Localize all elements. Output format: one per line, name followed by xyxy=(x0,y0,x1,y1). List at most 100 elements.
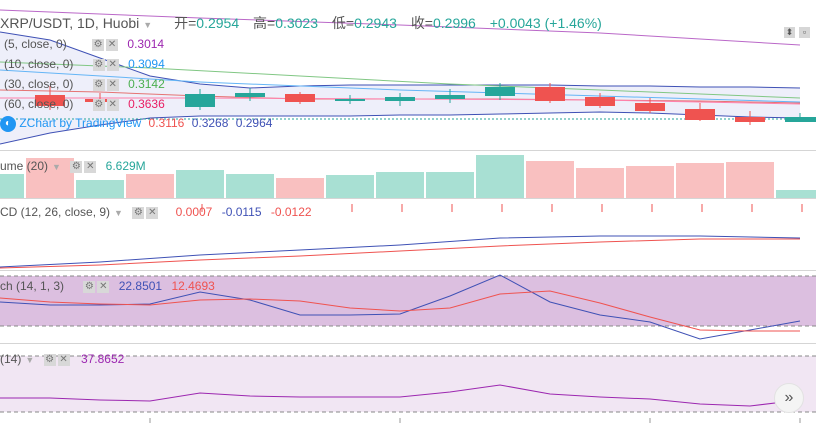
volume-bars[interactable] xyxy=(0,155,816,198)
bb-upper-value: 0.3268 xyxy=(191,116,229,131)
volume-bar[interactable] xyxy=(76,180,124,198)
bollinger-lower-line xyxy=(0,111,801,145)
volume-bar[interactable] xyxy=(176,170,224,198)
volume-bar[interactable] xyxy=(626,166,674,198)
candle[interactable] xyxy=(735,117,765,122)
bb-lower-value: 0.2964 xyxy=(235,116,273,131)
tradingview-logo-icon: ◐ xyxy=(0,116,16,132)
double-chevron-right-icon: » xyxy=(784,389,794,406)
gear-icon[interactable]: ⚙ xyxy=(43,353,56,366)
close-icon[interactable]: ✕ xyxy=(84,160,97,173)
candle[interactable] xyxy=(385,97,415,101)
ma30-legend[interactable]: (30, close, 0) ⚙ ✕ 0.3142 xyxy=(4,77,165,91)
close-value: 0.2996 xyxy=(433,15,476,31)
chevron-down-icon[interactable]: ▼ xyxy=(114,208,123,218)
gear-icon[interactable]: ⚙ xyxy=(92,38,105,51)
gear-icon[interactable]: ⚙ xyxy=(132,206,145,219)
candle[interactable] xyxy=(635,103,665,111)
gear-icon[interactable]: ⚙ xyxy=(83,280,96,293)
close-icon[interactable]: ✕ xyxy=(57,353,70,366)
candle[interactable] xyxy=(485,87,515,96)
ma60-legend[interactable]: (60, close, 0) ⚙ ✕ 0.3636 xyxy=(4,97,165,111)
volume-bar[interactable] xyxy=(576,168,624,198)
macd-value: -0.0115 xyxy=(221,205,262,219)
low-value: 0.2943 xyxy=(354,15,397,31)
close-icon[interactable]: ✕ xyxy=(106,78,119,91)
ma5-legend[interactable]: (5, close, 0) ⚙ ✕ 0.3014 xyxy=(4,37,164,51)
chevron-down-icon[interactable]: ▼ xyxy=(143,20,153,30)
close-icon[interactable]: ✕ xyxy=(146,206,159,219)
gear-icon[interactable]: ⚙ xyxy=(92,78,105,91)
rsi-label: (14) xyxy=(0,352,22,366)
high-label: 高= xyxy=(253,15,276,31)
candle[interactable] xyxy=(435,95,465,99)
time-axis[interactable] xyxy=(149,418,801,423)
rsi-legend[interactable]: (14) ▼ ⚙ ✕ 37.8652 xyxy=(0,352,124,367)
candle[interactable] xyxy=(235,93,265,97)
volume-bar[interactable] xyxy=(726,162,774,198)
symbol-title[interactable]: XRP/USDT, 1D, Huobi xyxy=(0,15,140,31)
close-icon[interactable]: ✕ xyxy=(106,98,119,111)
close-label: 收= xyxy=(410,15,433,31)
scroll-to-realtime-button[interactable]: » xyxy=(774,383,804,413)
candle[interactable] xyxy=(785,117,816,122)
volume-bar[interactable] xyxy=(476,155,524,198)
gear-icon[interactable]: ⚙ xyxy=(92,58,105,71)
candle[interactable] xyxy=(335,99,365,101)
watermark-text: ZChart by TradingView xyxy=(19,116,142,131)
gear-icon[interactable]: ⚙ xyxy=(92,98,105,111)
volume-bar[interactable] xyxy=(0,174,24,198)
volume-bar[interactable] xyxy=(276,178,324,198)
bb-basis-value: 0.3116 xyxy=(148,116,185,131)
candle[interactable] xyxy=(535,87,565,101)
volume-legend[interactable]: ume (20) ▼ ⚙ ✕ 6.629M xyxy=(0,159,146,174)
pane-divider-main[interactable] xyxy=(0,150,816,151)
ma30-value: 0.3142 xyxy=(128,77,165,91)
volume-bar[interactable] xyxy=(426,172,474,198)
bollinger-legend[interactable]: ◐ ZChart by TradingView 0.3116 0.3268 0.… xyxy=(0,116,272,132)
gear-icon[interactable]: ⚙ xyxy=(70,160,83,173)
ma10-legend[interactable]: (10, close, 0) ⚙ ✕ 0.3094 xyxy=(4,57,165,71)
candle[interactable] xyxy=(585,97,615,106)
ma5-value: 0.3014 xyxy=(127,37,165,51)
pane-divider-stoch[interactable] xyxy=(0,343,816,344)
chevron-down-icon[interactable]: ▼ xyxy=(25,355,35,365)
pane-divider-volume[interactable] xyxy=(0,198,816,199)
ma5-line xyxy=(0,9,801,46)
ma10-line xyxy=(0,69,801,103)
pane-restore-icon[interactable]: ▫ xyxy=(799,27,810,38)
chevron-down-icon[interactable]: ▼ xyxy=(52,162,61,172)
close-icon[interactable]: ✕ xyxy=(106,38,119,51)
macd-signal-value: -0.0122 xyxy=(270,205,312,219)
macd-histogram xyxy=(201,204,803,212)
rsi-value: 37.8652 xyxy=(80,352,125,366)
ma60-value: 0.3636 xyxy=(128,97,165,111)
stoch-d-value: 12.4693 xyxy=(171,279,215,293)
candle[interactable] xyxy=(185,94,215,107)
volume-bar[interactable] xyxy=(226,174,274,198)
close-icon[interactable]: ✕ xyxy=(97,280,110,293)
change-value: +0.0043 (+1.46%) xyxy=(489,15,602,31)
ma30-label: (30, close, 0) xyxy=(4,77,74,91)
volume-bar[interactable] xyxy=(676,163,724,198)
ma10-label: (10, close, 0) xyxy=(4,57,74,71)
volume-bar[interactable] xyxy=(526,161,574,198)
volume-bar[interactable] xyxy=(376,172,424,198)
candle[interactable] xyxy=(35,95,65,106)
stoch-k-value: 22.8501 xyxy=(118,279,163,293)
stoch-legend[interactable]: ch (14, 1, 3) ⚙ ✕ 22.8501 12.4693 xyxy=(0,279,215,293)
low-label: 低= xyxy=(331,15,355,31)
volume-bar[interactable] xyxy=(26,158,74,198)
pane-divider-macd[interactable] xyxy=(0,270,816,271)
candle[interactable] xyxy=(685,109,715,120)
candle[interactable] xyxy=(285,94,315,102)
volume-bar[interactable] xyxy=(326,175,374,198)
macd-legend[interactable]: CD (12, 26, close, 9) ▼ ⚙ ✕ 0.0007 -0.0115… xyxy=(0,205,312,220)
volume-bar[interactable] xyxy=(126,174,174,198)
volume-bar[interactable] xyxy=(776,190,816,198)
pane-maximize-icon[interactable]: ⬍ xyxy=(784,27,795,38)
close-icon[interactable]: ✕ xyxy=(106,58,119,71)
ma30-line xyxy=(0,61,801,99)
open-label: 开= xyxy=(174,15,197,31)
